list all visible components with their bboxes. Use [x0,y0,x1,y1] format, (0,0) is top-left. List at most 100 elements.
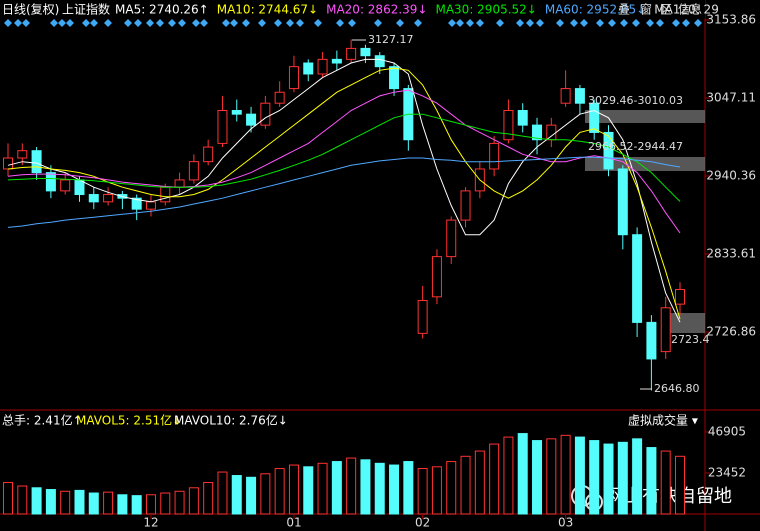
candle-body [546,124,557,141]
x-tick-label: 03 [558,516,573,530]
candle-body [288,66,299,90]
marker-diamond [258,19,266,27]
marker-diamond [682,19,690,27]
candle-body [660,307,671,353]
volume-bar [274,468,285,515]
annotation: 2646.80 [654,382,700,395]
candle-body [646,321,657,360]
y-tick-label: 2833.61 [706,247,756,261]
volume-bar [489,443,500,515]
marker-diamond [448,19,456,27]
volume-bar [517,433,528,515]
volume-bar [288,464,299,515]
chart-title: 上证指数 [62,2,110,17]
marker-diamond [168,19,176,27]
y-tick-label: 46905 [708,424,746,438]
candle-body [188,161,199,181]
tool-button[interactable]: 区 [660,3,672,17]
marker-diamond [348,19,356,27]
volume-bar [675,455,685,515]
volume-bar [60,490,71,515]
volume-bar [603,443,614,515]
marker-diamond [556,19,564,27]
marker-diamond [66,19,74,27]
candle-body [260,102,271,126]
marker-diamond [526,19,534,27]
legend-entry: MA10: 2744.67↓ [217,3,318,17]
volume-bar [589,440,600,515]
candle-body [88,194,99,203]
candle-body [560,88,571,104]
marker-diamond [466,19,474,27]
candle-body [203,146,214,163]
marker-diamond [58,19,66,27]
volume-bar [660,450,671,515]
candle-body [131,197,142,210]
volume-bar [360,459,371,515]
candle-body [303,62,314,75]
marker-diamond [222,19,230,27]
tool-button[interactable]: 叠 [618,3,630,17]
marker-diamond [286,19,294,27]
annotation: 2723.4 [671,333,710,346]
volume-bar [446,461,457,515]
candle-body [246,113,257,126]
candle-body [174,179,185,188]
tool-button[interactable]: 窗 [640,3,652,17]
x-tick-label: 12 [143,516,158,530]
marker-diamond [82,19,90,27]
candle-body [632,234,643,323]
candle-body [446,219,457,258]
ma-line [7,58,681,323]
marker-diamond [314,19,322,27]
marker-diamond [90,19,98,27]
volume-bar [188,487,199,515]
candle-body [503,110,514,141]
candle-body [460,190,471,221]
volume-bar [460,455,471,515]
marker-diamond [200,19,208,27]
marker-diamond [22,19,30,27]
volume-bar [260,473,271,515]
candle-body [103,194,114,203]
volume-legend: MAVOL5: 2.51亿↓ [76,413,182,428]
candle-body [532,124,543,141]
volume-bar [131,495,142,515]
marker-diamond [632,19,640,27]
legend-entry: MA30: 2905.52↓ [435,3,536,17]
marker-diamond [672,19,680,27]
candle-body [160,186,171,203]
y-tick-label: 3047.11 [706,91,756,105]
x-tick-label: 02 [415,516,430,530]
candle-body [617,168,628,236]
volume-bar [3,482,13,515]
candle-body [74,179,85,196]
tool-button[interactable]: 信息 [678,2,702,17]
marker-diamond [516,19,524,27]
volume-legend: 总手: 2.41亿↑ [2,413,83,428]
candle-body [360,47,371,57]
candle-body [145,201,156,210]
volume-bar [88,492,99,515]
volume-bar [617,441,628,515]
volume-bar [74,489,85,515]
volume-bar [160,492,171,515]
marker-diamond [608,19,616,27]
volume-bar [303,466,314,515]
annotation: 2966.52-2944.47 [588,140,683,153]
marker-diamond [414,19,422,27]
candle-body [489,142,500,170]
candle-body [574,88,585,104]
marker-diamond [242,19,250,27]
marker-diamond [230,19,238,27]
volume-selector[interactable]: 虚拟成交量 ▾ [628,413,698,428]
candle-body [60,179,71,192]
candle-body [374,55,385,68]
volume-bar [317,462,328,515]
gap-box [585,110,705,123]
marker-diamond [496,19,504,27]
marker-diamond [456,19,464,27]
volume-bar [346,457,357,515]
volume-bar [45,489,56,515]
